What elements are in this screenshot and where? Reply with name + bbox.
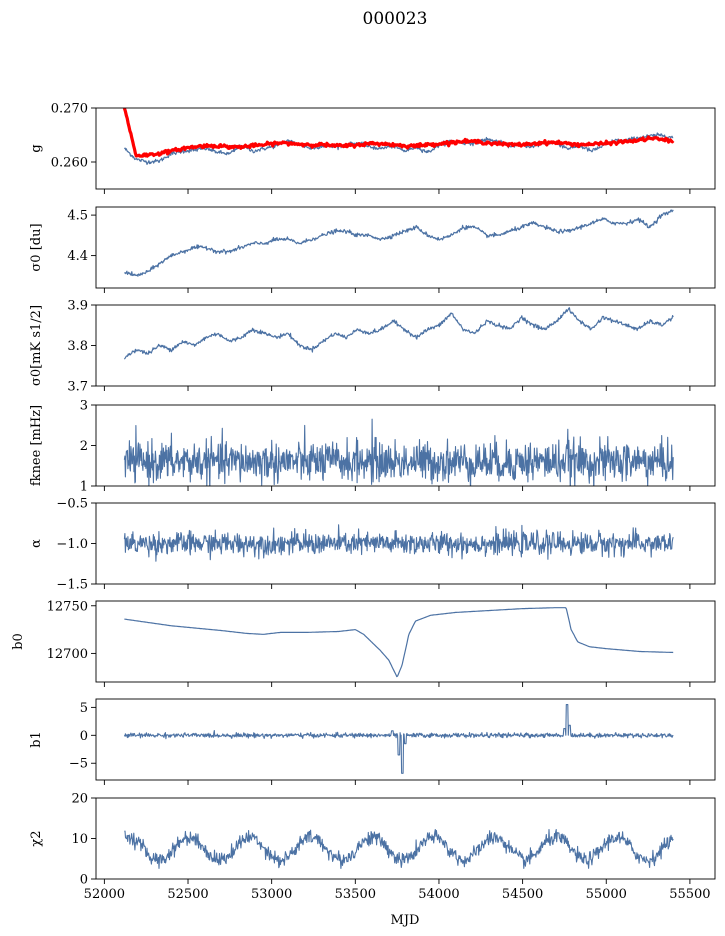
y-tick-label: 3.7	[67, 380, 88, 395]
y-tick-label: 3	[80, 399, 88, 414]
x-tick-label: 53500	[335, 887, 376, 902]
subplots: 0.260 0.270 g 4.4 4.5 σ0 [du] 3.7 3.8 3.9 σ0[mK s…	[11, 102, 716, 902]
plot-area	[123, 704, 674, 774]
axes-frame	[95, 206, 716, 289]
series-line	[123, 704, 674, 774]
series-line	[124, 209, 674, 277]
x-axis-label: MJD	[391, 913, 420, 928]
subplot-4: 1 2 3 fknee [mHz]	[29, 399, 716, 495]
y-axis-label: b0	[11, 633, 26, 650]
series-line	[124, 607, 674, 678]
series-line	[123, 524, 674, 562]
x-tick-label: 52500	[167, 887, 208, 902]
axes-frame	[95, 600, 716, 683]
series-line	[123, 307, 674, 360]
y-tick-label: 0	[80, 873, 88, 888]
subplot-3: 3.7 3.8 3.9 σ0[mK s1/2]	[29, 299, 716, 395]
subplot-2: 4.4 4.5 σ0 [du]	[29, 206, 716, 293]
y-tick-label: −5	[69, 757, 88, 772]
y-axis-label: χ2	[29, 830, 44, 846]
y-tick-label: 3.8	[67, 339, 88, 354]
series-line	[124, 828, 674, 869]
plot-area	[123, 307, 674, 360]
y-axis-label: fknee [mHz]	[29, 405, 44, 486]
plot-area	[124, 828, 674, 869]
x-tick-label: 52000	[84, 887, 125, 902]
x-tick-label: 54000	[418, 887, 459, 902]
y-tick-label: 4.4	[67, 249, 88, 264]
x-tick-label: 55500	[669, 887, 710, 902]
plot-area	[123, 524, 674, 562]
series-line	[123, 418, 674, 486]
y-tick-label: 2	[80, 439, 88, 454]
y-axis-label: α	[29, 539, 44, 548]
y-axis-label: b1	[29, 731, 44, 748]
y-tick-label: 10	[71, 832, 88, 847]
y-tick-label: 4.5	[67, 209, 88, 224]
x-tick-label: 55000	[586, 887, 627, 902]
figure-title: 000023	[363, 9, 428, 29]
x-tick-label: 54500	[502, 887, 543, 902]
subplot-5: −1.5 −1.0 −0.5 α	[29, 497, 716, 593]
axes-frame	[95, 698, 716, 781]
y-tick-label: 0.260	[51, 156, 88, 171]
series-line	[123, 132, 674, 165]
x-tick-label: 53000	[251, 887, 292, 902]
y-tick-label: 20	[71, 792, 88, 807]
y-tick-label: −0.5	[56, 497, 88, 512]
y-tick-label: 12700	[47, 647, 88, 662]
y-axis-label: g	[29, 144, 44, 152]
subplot-1: 0.260 0.270 g	[29, 102, 716, 194]
series-fit	[122, 108, 675, 158]
plot-area	[123, 418, 674, 486]
plot-area	[124, 607, 674, 678]
y-tick-label: −1.0	[56, 537, 88, 552]
y-tick-label: −1.5	[56, 578, 88, 593]
subplot-8: 0 10 20 χ2 52000 52500 53000 53500 54000 54500 550…	[29, 792, 716, 902]
axes-frame	[95, 304, 716, 387]
axes-frame	[95, 107, 716, 190]
y-axis-label: σ0[mK s1/2]	[29, 305, 44, 386]
y-tick-label: 0	[80, 729, 88, 744]
subplot-6: 12700 12750 b0	[11, 599, 716, 687]
plot-area	[122, 108, 675, 165]
plot-area	[124, 209, 674, 277]
y-tick-label: 12750	[47, 599, 88, 614]
y-tick-label: 0.270	[51, 102, 88, 117]
y-tick-label: 3.9	[67, 299, 88, 314]
y-tick-label: 1	[80, 480, 88, 495]
y-axis-label: σ0 [du]	[29, 223, 44, 271]
y-tick-label: 5	[80, 701, 88, 716]
subplot-7: −5 0 5 b1	[29, 698, 716, 785]
